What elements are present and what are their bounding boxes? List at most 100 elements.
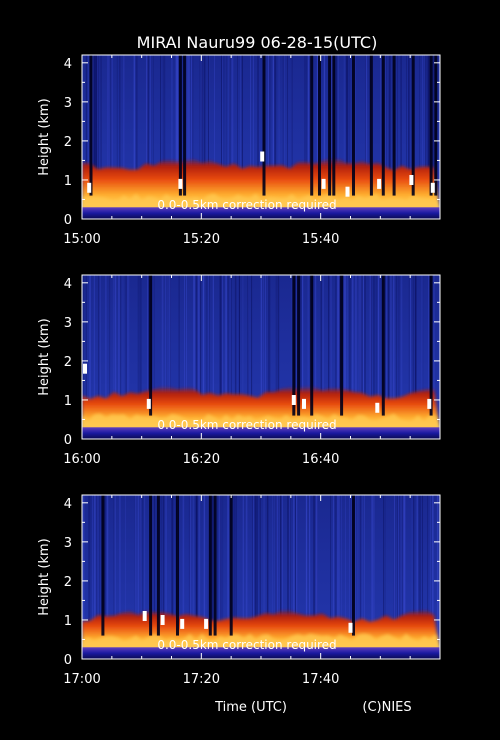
noise-streak xyxy=(186,275,187,439)
noise-streak xyxy=(273,495,275,659)
noise-streak xyxy=(403,495,405,659)
noise-streak xyxy=(411,495,413,659)
noise-streak xyxy=(316,495,318,659)
signal-dropout xyxy=(89,55,93,196)
noise-streak xyxy=(406,55,407,219)
noise-streak xyxy=(228,55,230,219)
noise-streak xyxy=(275,495,277,659)
noise-streak xyxy=(240,55,241,219)
cloud-return xyxy=(204,618,209,629)
noise-streak xyxy=(307,275,309,439)
noise-streak xyxy=(370,275,372,439)
correction-note: 0.0-0.5km correction required xyxy=(157,418,336,432)
noise-streak xyxy=(247,275,249,439)
noise-streak xyxy=(338,55,339,219)
noise-streak xyxy=(393,495,396,659)
noise-streak xyxy=(413,495,415,659)
noise-streak xyxy=(94,55,96,219)
noise-streak xyxy=(375,275,377,439)
noise-streak xyxy=(225,55,226,219)
noise-streak xyxy=(289,495,291,659)
noise-streak xyxy=(119,55,121,219)
noise-streak xyxy=(386,275,387,439)
noise-streak xyxy=(259,495,261,659)
noise-streak xyxy=(282,55,284,219)
noise-streak xyxy=(144,495,146,659)
noise-streak xyxy=(241,55,243,219)
noise-streak xyxy=(291,55,293,219)
noise-streak xyxy=(370,275,372,439)
noise-streak xyxy=(147,275,149,439)
noise-streak xyxy=(208,275,209,439)
noise-streak xyxy=(432,55,434,219)
noise-streak xyxy=(252,495,254,659)
noise-streak xyxy=(164,55,166,219)
noise-streak xyxy=(272,495,273,659)
noise-streak xyxy=(380,55,382,219)
noise-streak xyxy=(150,55,152,219)
noise-streak xyxy=(301,275,302,439)
noise-streak xyxy=(82,495,85,659)
noise-streak xyxy=(420,495,421,659)
noise-streak xyxy=(252,495,253,659)
signal-dropout xyxy=(297,275,301,416)
cloud-return xyxy=(178,178,183,189)
noise-streak xyxy=(232,55,234,219)
noise-streak xyxy=(146,55,147,219)
signal-dropout xyxy=(332,55,336,196)
noise-streak xyxy=(110,55,112,219)
y-tick-label: 4 xyxy=(64,57,72,72)
noise-streak xyxy=(269,55,271,219)
noise-streak xyxy=(349,55,351,219)
noise-streak xyxy=(274,55,276,219)
noise-streak xyxy=(113,495,115,659)
noise-streak xyxy=(337,275,340,439)
noise-streak xyxy=(269,275,271,439)
noise-streak xyxy=(229,275,231,439)
noise-streak xyxy=(207,495,209,659)
noise-streak xyxy=(230,275,232,439)
noise-streak xyxy=(362,495,364,659)
noise-streak xyxy=(412,275,414,439)
noise-streak xyxy=(207,495,209,659)
noise-streak xyxy=(187,55,189,219)
noise-streak xyxy=(347,55,349,219)
noise-streak xyxy=(429,495,431,659)
signal-dropout xyxy=(213,495,217,636)
noise-streak xyxy=(274,55,277,219)
noise-streak xyxy=(263,495,265,659)
noise-streak xyxy=(427,55,429,219)
noise-streak xyxy=(133,55,135,219)
noise-streak xyxy=(195,495,197,659)
y-tick-label: 4 xyxy=(64,497,72,512)
noise-streak xyxy=(252,55,254,219)
noise-streak xyxy=(287,495,290,659)
noise-streak xyxy=(412,275,414,439)
noise-streak xyxy=(436,495,439,659)
signal-dropout xyxy=(318,55,321,196)
noise-streak xyxy=(163,495,165,659)
noise-streak xyxy=(368,55,371,219)
signal-dropout xyxy=(434,55,438,196)
signal-dropout xyxy=(429,275,433,416)
surface-band xyxy=(82,427,440,439)
noise-streak xyxy=(284,55,285,219)
noise-streak xyxy=(88,495,90,659)
noise-streak xyxy=(187,55,189,219)
signal-dropout xyxy=(262,55,266,196)
noise-streak xyxy=(165,495,167,659)
signal-dropout xyxy=(183,55,187,196)
noise-streak xyxy=(160,55,161,219)
noise-streak xyxy=(355,275,357,439)
noise-streak xyxy=(296,275,298,439)
noise-streak xyxy=(228,495,230,659)
noise-streak xyxy=(199,55,201,219)
noise-streak xyxy=(350,495,353,659)
noise-streak xyxy=(233,495,235,659)
aerosol-core xyxy=(82,413,440,432)
noise-streak xyxy=(136,55,138,219)
noise-streak xyxy=(221,55,222,219)
noise-streak xyxy=(193,275,195,439)
noise-streak xyxy=(137,495,140,659)
